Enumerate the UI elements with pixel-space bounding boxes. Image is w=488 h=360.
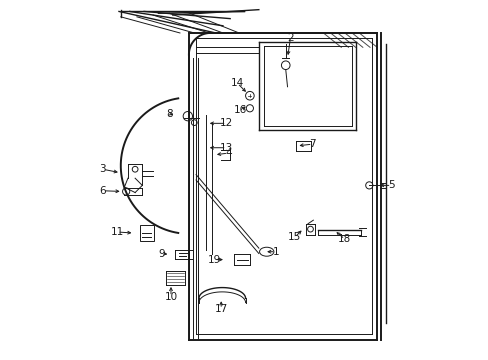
Text: 8: 8	[165, 109, 172, 119]
Text: 19: 19	[207, 255, 220, 265]
Text: 9: 9	[159, 248, 165, 258]
Text: 12: 12	[220, 118, 233, 128]
Text: 3: 3	[100, 164, 106, 174]
Text: 13: 13	[220, 143, 233, 153]
Text: 7: 7	[309, 139, 315, 149]
Text: 2: 2	[286, 33, 293, 43]
Text: 17: 17	[214, 304, 227, 314]
Text: 11: 11	[110, 227, 123, 237]
Text: 5: 5	[387, 180, 394, 190]
Text: 10: 10	[164, 292, 177, 302]
Text: 18: 18	[338, 234, 351, 244]
Text: 4: 4	[224, 148, 231, 158]
Text: 16: 16	[234, 105, 247, 115]
Text: 15: 15	[287, 232, 301, 242]
Text: 14: 14	[230, 78, 244, 88]
Text: 6: 6	[100, 186, 106, 196]
Text: 1: 1	[272, 247, 279, 257]
